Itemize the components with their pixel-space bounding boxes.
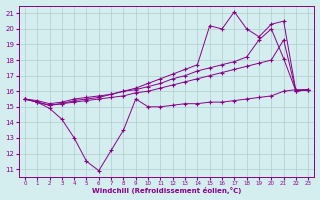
- X-axis label: Windchill (Refroidissement éolien,°C): Windchill (Refroidissement éolien,°C): [92, 187, 241, 194]
